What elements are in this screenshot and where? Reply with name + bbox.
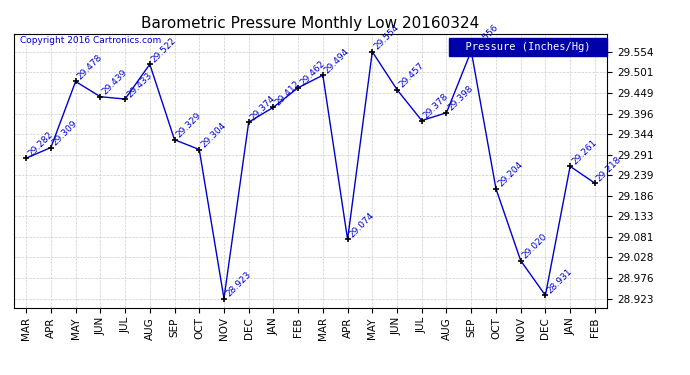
Text: 28.931: 28.931 [545,267,574,296]
Text: 29.478: 29.478 [76,53,104,81]
Text: 29.020: 29.020 [521,232,549,261]
Text: 29.554: 29.554 [373,23,401,52]
Text: 28.923: 28.923 [224,270,253,298]
Text: 29.074: 29.074 [348,211,376,240]
Text: 29.204: 29.204 [496,160,524,189]
Text: 29.329: 29.329 [175,111,203,140]
Text: 29.412: 29.412 [273,79,302,107]
Text: 29.398: 29.398 [446,84,475,113]
Text: 29.378: 29.378 [422,92,451,121]
Text: 29.304: 29.304 [199,121,228,150]
Text: 29.457: 29.457 [397,61,426,90]
Text: 29.309: 29.309 [51,119,79,147]
Text: 29.556: 29.556 [471,22,500,51]
Text: 29.494: 29.494 [323,47,351,75]
Text: Pressure (Inches/Hg): Pressure (Inches/Hg) [453,42,603,52]
Text: 29.522: 29.522 [150,36,178,64]
Text: 29.218: 29.218 [595,154,623,183]
Text: 29.374: 29.374 [248,94,277,122]
Text: 29.282: 29.282 [26,130,55,158]
Text: Copyright 2016 Cartronics.com: Copyright 2016 Cartronics.com [20,36,161,45]
Text: 29.433: 29.433 [125,70,154,99]
Title: Barometric Pressure Monthly Low 20160324: Barometric Pressure Monthly Low 20160324 [141,16,480,31]
Text: 29.261: 29.261 [570,138,599,166]
Text: 29.462: 29.462 [298,59,326,88]
Text: 29.439: 29.439 [100,68,129,97]
